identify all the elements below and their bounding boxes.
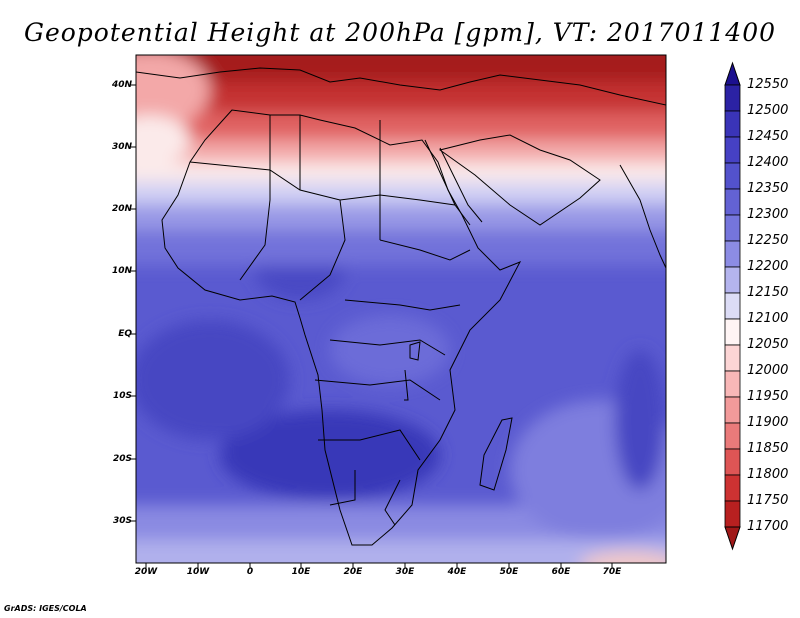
colorbar-label: 12400 <box>747 155 789 170</box>
colorbar <box>724 61 741 551</box>
colorbar-label: 11700 <box>747 519 789 534</box>
colorbar-label: 11800 <box>747 467 789 482</box>
colorbar-swatch <box>724 84 741 112</box>
colorbar-swatch <box>724 214 741 242</box>
colorbar-swatch <box>724 318 741 346</box>
colorbar-label: 12150 <box>747 285 789 300</box>
lon-label-10e: 10E <box>291 567 311 577</box>
colorbar-swatch <box>724 162 741 190</box>
lon-label-40e: 40E <box>447 567 467 577</box>
lon-label-60e: 60E <box>551 567 571 577</box>
axis-ticks <box>131 84 613 568</box>
colorbar-swatch <box>724 370 741 398</box>
colorbar-label: 12300 <box>747 207 789 222</box>
lon-label-0: 0 <box>246 567 254 577</box>
colorbar-swatch <box>724 422 741 450</box>
colorbar-label: 11750 <box>747 493 789 508</box>
colorbar-label: 12100 <box>747 311 789 326</box>
colorbar-arrow-bottom <box>724 526 741 551</box>
colorbar-swatch <box>724 344 741 372</box>
colorbar-label: 12350 <box>747 181 789 196</box>
colorbar-swatch <box>724 266 741 294</box>
colorbar-swatch <box>724 396 741 424</box>
colorbar-swatch <box>724 240 741 268</box>
map-title: Geopotential Height at 200hPa [gpm], VT:… <box>23 18 777 47</box>
lat-label-30s: 30S <box>112 516 132 526</box>
coastlines <box>136 67 666 546</box>
lat-label-eq: EQ <box>118 329 132 339</box>
colorbar-label: 12050 <box>747 337 789 352</box>
lat-label-20s: 20S <box>112 454 132 464</box>
lat-label-10n: 10N <box>111 266 132 276</box>
lat-label-40n: 40N <box>111 80 132 90</box>
colorbar-label: 11850 <box>747 441 789 456</box>
colorbar-label: 12500 <box>747 103 789 118</box>
colorbar-label: 12200 <box>747 259 789 274</box>
colorbar-swatch <box>724 292 741 320</box>
lat-label-10s: 10S <box>112 391 132 401</box>
colorbar-label: 12550 <box>747 77 789 92</box>
lon-label-30e: 30E <box>395 567 415 577</box>
colorbar-swatch <box>724 110 741 138</box>
lon-label-20w: 20W <box>134 567 158 577</box>
lon-label-70e: 70E <box>602 567 622 577</box>
geopotential-field <box>136 55 666 563</box>
lon-label-50e: 50E <box>499 567 519 577</box>
colorbar-swatch <box>724 448 741 476</box>
lat-label-20n: 20N <box>111 204 132 214</box>
colorbar-label: 12000 <box>747 363 789 378</box>
colorbar-label: 12250 <box>747 233 789 248</box>
footer-credit: GrADS: IGES/COLA <box>4 604 87 613</box>
lat-label-30n: 30N <box>111 142 132 152</box>
lon-label-10w: 10W <box>186 567 210 577</box>
colorbar-swatch <box>724 188 741 216</box>
colorbar-swatch <box>724 474 741 502</box>
colorbar-swatch <box>724 500 741 528</box>
colorbar-arrow-top <box>724 61 741 86</box>
lon-label-20e: 20E <box>343 567 363 577</box>
map-frame <box>135 54 667 564</box>
colorbar-label: 11950 <box>747 389 789 404</box>
colorbar-swatch <box>724 136 741 164</box>
colorbar-label: 12450 <box>747 129 789 144</box>
colorbar-label: 11900 <box>747 415 789 430</box>
